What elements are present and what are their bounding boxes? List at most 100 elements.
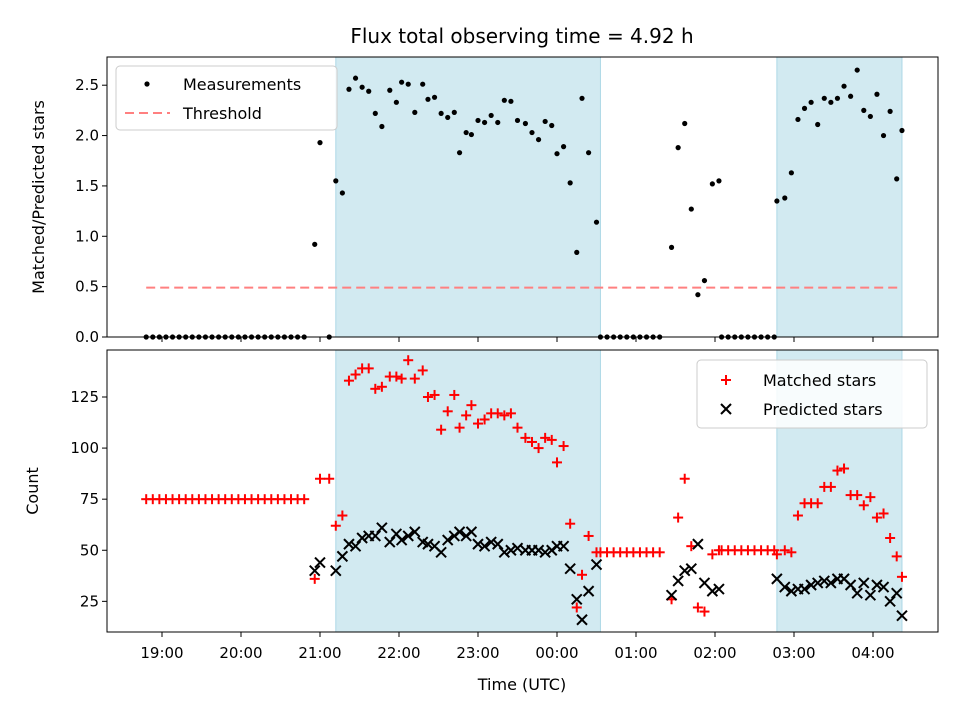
matched-stars-point — [461, 410, 472, 421]
matched-stars-point — [337, 510, 348, 521]
x-tick-label: 02:00 — [693, 644, 736, 662]
y-tick-label: 25 — [80, 592, 99, 610]
matched-stars-point — [885, 533, 896, 543]
predicted-stars-point-b — [485, 536, 497, 548]
predicted-stars-point-b — [871, 579, 883, 591]
measurement-point — [425, 96, 431, 102]
matched-stars-point — [330, 520, 341, 531]
predicted-stars-point-b — [314, 556, 326, 569]
predicted-stars-point — [805, 579, 817, 591]
predicted-stars-point-b — [435, 546, 447, 559]
matched-stars-point — [479, 414, 490, 425]
measurement-point — [399, 79, 405, 85]
measurement-point — [815, 121, 821, 128]
measurement-point — [668, 244, 675, 250]
matched-stars-point — [852, 490, 863, 501]
measurement-point — [880, 132, 887, 139]
predicted-stars-point — [811, 577, 824, 589]
matched-stars-point — [343, 375, 354, 386]
predicted-legend-glyph-b — [720, 403, 732, 415]
ratio-panel-frame — [106, 56, 939, 338]
predicted-stars-point-b — [785, 585, 798, 597]
measurement-point — [445, 114, 451, 121]
y-tick-label: 1.0 — [75, 227, 99, 245]
matched-stars-point — [878, 508, 889, 519]
predicted-stars-point — [779, 581, 791, 593]
matched-stars-point — [865, 492, 876, 503]
matched-stars-point — [492, 408, 503, 419]
matched-stars-point — [499, 410, 510, 421]
predicted-stars-point-b — [442, 534, 454, 546]
matched-stars-point — [466, 400, 477, 411]
x-tick-label: 04:00 — [851, 644, 894, 662]
measurement-point — [333, 178, 339, 184]
predicted-stars-point — [409, 526, 421, 538]
measurement-point — [438, 110, 444, 117]
measurement-point — [420, 81, 426, 87]
matched-stars-point — [891, 551, 902, 562]
measurement-point — [834, 95, 841, 101]
measurement-point — [379, 123, 385, 130]
x-tick-label: 22:00 — [377, 644, 420, 662]
predicted-stars-point — [851, 587, 863, 599]
x-tick-label: 19:00 — [140, 644, 183, 662]
predicted-stars-point-b — [571, 593, 583, 606]
predicted-stars-point — [858, 577, 870, 589]
predicted-stars-point — [890, 587, 903, 599]
predicted-stars-point-b — [472, 538, 484, 550]
measurement-point — [821, 95, 827, 101]
predicted-stars-point-b — [771, 573, 783, 585]
matched-stars-point — [679, 473, 690, 484]
predicted-stars-point-b — [825, 577, 837, 589]
matched-stars-point — [583, 530, 594, 541]
predicted-stars-point — [818, 575, 830, 587]
y-tick-label: 50 — [80, 541, 99, 559]
predicted-stars-point-b — [582, 585, 595, 597]
matched-stars-point — [871, 512, 882, 523]
matched-stars-point — [454, 422, 465, 433]
predicted-stars-point — [472, 538, 484, 550]
predicted-stars-point — [453, 526, 466, 538]
predicted-stars-point — [590, 558, 603, 571]
measurement-point — [841, 83, 847, 89]
predicted-stars-point — [571, 593, 583, 606]
predicted-stars-point-b — [390, 528, 403, 540]
measurement-point — [788, 170, 794, 176]
measurement-point — [456, 150, 463, 156]
y-tick-label: 100 — [70, 439, 99, 457]
predicted-stars-point — [505, 544, 517, 556]
observing-window-span — [776, 56, 903, 338]
measurement-point — [586, 150, 592, 156]
matched-stars-point — [449, 389, 460, 400]
predicted-stars-point — [349, 540, 362, 552]
predicted-stars-point — [665, 589, 678, 601]
measurement-point — [405, 81, 411, 87]
predicted-stars-point — [798, 583, 811, 595]
measurement-point — [475, 117, 481, 124]
predicted-stars-point — [314, 556, 326, 569]
predicted-stars-point — [896, 609, 908, 622]
predicted-stars-point-b — [838, 573, 850, 585]
matched-stars-point — [571, 602, 582, 613]
matched-stars-point — [896, 571, 907, 582]
predicted-stars-point-b — [672, 575, 684, 587]
measurement-point — [701, 277, 708, 284]
matched-stars-point — [396, 373, 407, 384]
matched-stars-point — [577, 569, 588, 580]
predicted-stars-point-b — [369, 530, 382, 542]
measurement-point — [514, 117, 521, 124]
measurement-point — [366, 88, 372, 94]
predicted-stars-point-b — [877, 581, 890, 593]
predicted-stars-point-b — [779, 581, 791, 593]
measurement-point — [387, 87, 393, 93]
matched-stars-point — [505, 408, 516, 419]
predicted-stars-point-b — [539, 546, 551, 559]
predicted-stars-point-b — [416, 536, 429, 548]
y-tick-label: 1.5 — [75, 177, 99, 195]
measurement-point — [535, 136, 542, 143]
predicted-stars-point — [692, 538, 704, 550]
measurement-point — [352, 75, 359, 81]
measurement-point — [431, 94, 438, 100]
predicted-stars-point — [343, 538, 355, 550]
measurements-legend-marker — [144, 81, 150, 87]
